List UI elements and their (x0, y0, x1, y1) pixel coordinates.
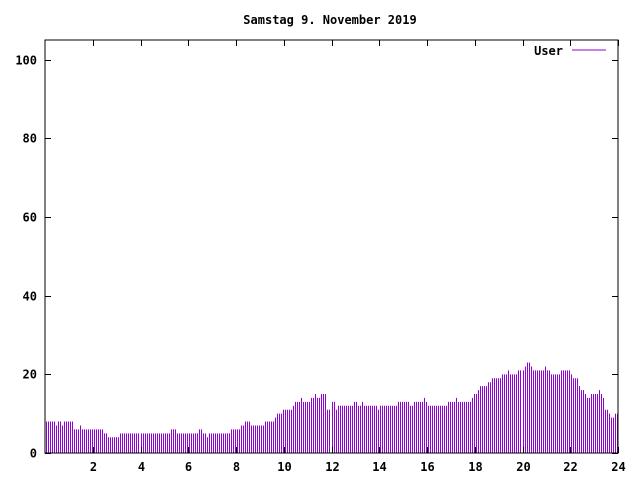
y-tick-label: 100 (15, 54, 37, 68)
legend-label: User (534, 44, 563, 58)
x-tick-label: 24 (611, 460, 625, 474)
x-tick-label: 20 (516, 460, 530, 474)
x-tick-label: 8 (233, 460, 240, 474)
x-tick-label: 6 (185, 460, 192, 474)
x-tick-label: 4 (138, 460, 145, 474)
x-tick-label: 16 (420, 460, 434, 474)
x-tick-label: 2 (90, 460, 97, 474)
y-tick-label: 60 (23, 211, 37, 225)
chart-title: Samstag 9. November 2019 (243, 13, 416, 27)
x-tick-label: 12 (325, 460, 339, 474)
y-tick-label: 80 (23, 132, 37, 146)
y-tick-label: 0 (30, 447, 37, 461)
x-tick-label: 18 (468, 460, 482, 474)
y-axis: 0 20 40 60 80 100 (15, 54, 618, 461)
x-axis: 2 4 6 8 10 12 14 16 18 20 22 24 (90, 40, 626, 474)
x-tick-label: 22 (563, 460, 577, 474)
plot-frame (44, 39, 619, 454)
y-tick-label: 20 (23, 368, 37, 382)
y-tick-label: 40 (23, 290, 37, 304)
x-tick-label: 10 (277, 460, 291, 474)
x-tick-label: 14 (372, 460, 386, 474)
bar-series (46, 362, 618, 453)
legend: User (534, 44, 606, 58)
